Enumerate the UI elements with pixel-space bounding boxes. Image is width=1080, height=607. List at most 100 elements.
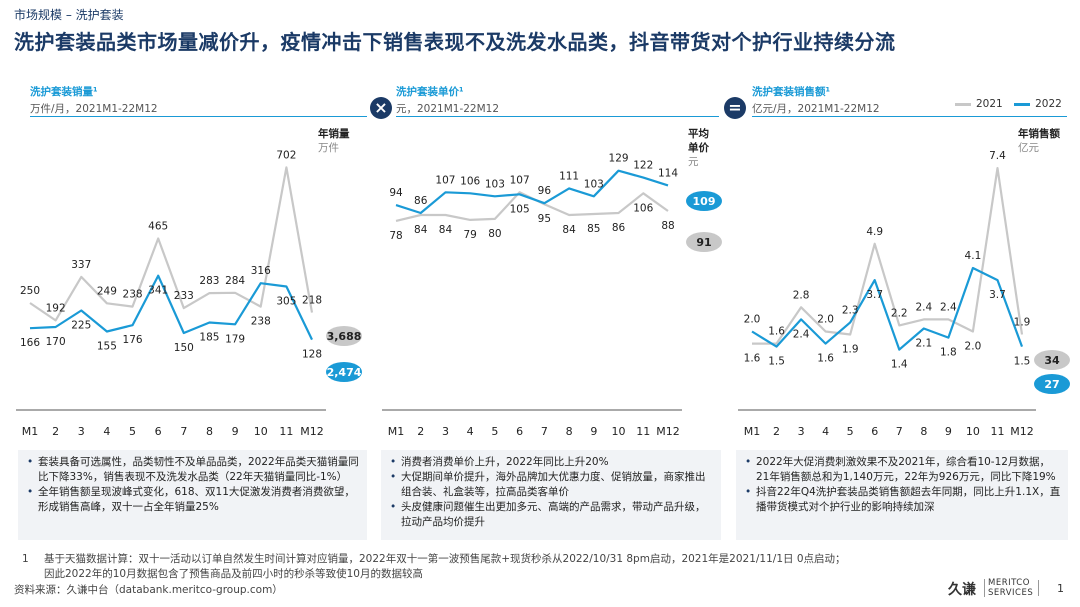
x-tick-label: 7: [180, 425, 187, 438]
data-label-2021: 2.4: [940, 301, 957, 313]
x-tick-label: 6: [516, 425, 523, 438]
footnote-line-2: 因此2022年的10月数据包含了预售商品及前四小时的秒杀等致使10月的数据较高: [44, 568, 423, 580]
legend-item-2022: 2022: [1014, 98, 1062, 110]
data-label-2021: 2.0: [817, 314, 834, 326]
data-label-2022: 150: [174, 342, 194, 354]
data-label-2022: 103: [584, 178, 604, 190]
total-value-2021: 34: [1044, 354, 1060, 367]
data-label-2021: 1.6: [768, 326, 785, 338]
annual-unit: 元: [688, 156, 699, 168]
data-label-2021: 1.9: [842, 344, 859, 356]
total-badge-2021: [686, 232, 722, 252]
x-tick-label: M1: [22, 425, 39, 438]
legend-label-2022: 2022: [1035, 98, 1062, 110]
panel-volume-rule: [30, 116, 367, 117]
data-label-2022: 1.6: [817, 353, 834, 365]
note-item: 2022年大促消费刺激效果不及2021年，综合看10-12月数据，21年销售额总…: [745, 455, 1062, 485]
total-badge-2022: [686, 191, 722, 211]
data-label-2022: 179: [225, 333, 245, 345]
data-label-2021: 95: [538, 213, 551, 225]
note-item: 头皮健康问题催生出更加多元、高端的产品需求，带动产品升级，拉动产品均价提升: [390, 500, 715, 530]
data-label-2021: 283: [199, 275, 219, 287]
data-label-2021: 2.2: [891, 307, 908, 319]
data-label-2022: 1.5: [1014, 356, 1031, 368]
data-label-2021: 4.9: [866, 226, 883, 238]
x-tick-label: M1: [388, 425, 405, 438]
data-label-2021: 238: [123, 289, 143, 301]
note-item: 套装具备可选属性，品类韧性不及单品品类，2022年品类天猫销量同比下降33%，销…: [27, 455, 361, 485]
data-label-2021: 79: [463, 229, 476, 241]
x-tick-label: M1: [744, 425, 761, 438]
x-tick-label: 9: [232, 425, 239, 438]
data-label-2021: 1.6: [744, 353, 761, 365]
data-label-2022: 106: [460, 175, 480, 187]
data-label-2022: 107: [435, 174, 455, 186]
footnote-number: 1: [22, 553, 29, 565]
notes-panel-sales: 2022年大促消费刺激效果不及2021年，综合看10-12月数据，21年销售额总…: [736, 450, 1068, 540]
data-label-2021: 85: [587, 223, 600, 235]
data-label-2022: 185: [199, 332, 219, 344]
x-tick-label: 4: [103, 425, 110, 438]
x-tick-label: 4: [467, 425, 474, 438]
annual-label: 平均: [688, 127, 709, 140]
x-tick-label: 5: [847, 425, 854, 438]
data-label-2022: 129: [609, 153, 629, 165]
data-label-2022: 225: [71, 320, 91, 332]
x-tick-label: 3: [798, 425, 805, 438]
data-label-2022: 86: [414, 195, 428, 207]
page-number: 1: [1057, 582, 1064, 595]
x-tick-label: 9: [590, 425, 597, 438]
logo-en-line-1: MERITCO: [988, 578, 1030, 588]
total-badge-2022: [326, 362, 362, 382]
data-label-2021: 86: [612, 222, 626, 234]
x-tick-label: 7: [896, 425, 903, 438]
data-label-2021: 238: [251, 316, 271, 328]
note-item: 抖音22年Q4洗护套装品类销售额超去年同期，同比上升1.1X，直播带货模式对个护…: [745, 485, 1062, 515]
x-tick-label: 8: [566, 425, 573, 438]
x-tick-label: 2: [773, 425, 780, 438]
logo-divider: [984, 579, 985, 597]
data-label-2021: 88: [661, 220, 674, 232]
total-badge-2021: [326, 326, 362, 346]
x-tick-label: 2: [417, 425, 424, 438]
panel-price-rule: [396, 116, 719, 117]
data-label-2021: 250: [20, 285, 40, 297]
data-label-2022: 2.4: [793, 328, 810, 340]
notes-panel-volume: 套装具备可选属性，品类韧性不及单品品类，2022年品类天猫销量同比下降33%，销…: [18, 450, 367, 540]
equals-operator-icon: =: [724, 97, 746, 119]
data-label-2021: 192: [46, 302, 66, 314]
data-label-2022: 111: [559, 170, 579, 182]
data-label-2022: 103: [485, 178, 505, 190]
data-label-2022: 305: [276, 296, 296, 308]
x-tick-label: 5: [129, 425, 136, 438]
data-label-2022: 155: [97, 341, 117, 353]
data-label-2021: 2.0: [965, 341, 982, 353]
page-number-divider: [1038, 580, 1039, 596]
panel-sales-subtitle: 亿元/月，2021M1-22M12: [752, 103, 880, 115]
annual-label: 年销量: [318, 127, 350, 140]
data-label-2022: 128: [302, 349, 322, 361]
data-label-2021: 218: [302, 295, 322, 307]
breadcrumb: 市场规模 – 洗护套装: [14, 8, 124, 22]
data-label-2022: 176: [123, 334, 143, 346]
data-label-2022: 96: [538, 185, 552, 197]
panel-price-subtitle: 元，2021M1-22M12: [396, 103, 500, 115]
data-label-2022: 1.4: [891, 359, 908, 371]
footnote-line-1: 基于天猫数据计算：双十一活动以订单自然发生时间计算对应销量，2022年双十一第一…: [44, 553, 846, 565]
data-label-2022: 3.7: [989, 289, 1006, 301]
charts-canvas: M1 2 3 4 5 6 7 8 9 10 11 M1225016619217033722524915…: [16, 127, 1070, 438]
data-label-2021: 84: [414, 224, 428, 236]
legend-swatch-2022: [1014, 102, 1031, 106]
data-label-2022: 1.8: [940, 347, 957, 359]
data-label-2021: 80: [488, 228, 501, 240]
data-label-2022: 94: [389, 187, 403, 199]
footnote: 1 基于天猫数据计算：双十一活动以订单自然发生时间计算对应销量，2022年双十一第…: [22, 552, 952, 582]
x-tick-label: 8: [206, 425, 213, 438]
data-label-2022: 2.1: [915, 337, 932, 349]
panel-volume-subtitle: 万件/月，2021M1-22M12: [30, 103, 158, 115]
series-line-2022: [29, 274, 313, 341]
data-label-2021: 233: [174, 290, 194, 302]
source-note: 资料来源：久谦中台（databank.meritco-group.com）: [14, 584, 283, 596]
notes-panel-price: 消费者消费单价上升，2022年同比上升20% 大促期间单价提升，海外品牌加大优惠…: [381, 450, 721, 540]
annual-label: 单价: [688, 141, 709, 154]
